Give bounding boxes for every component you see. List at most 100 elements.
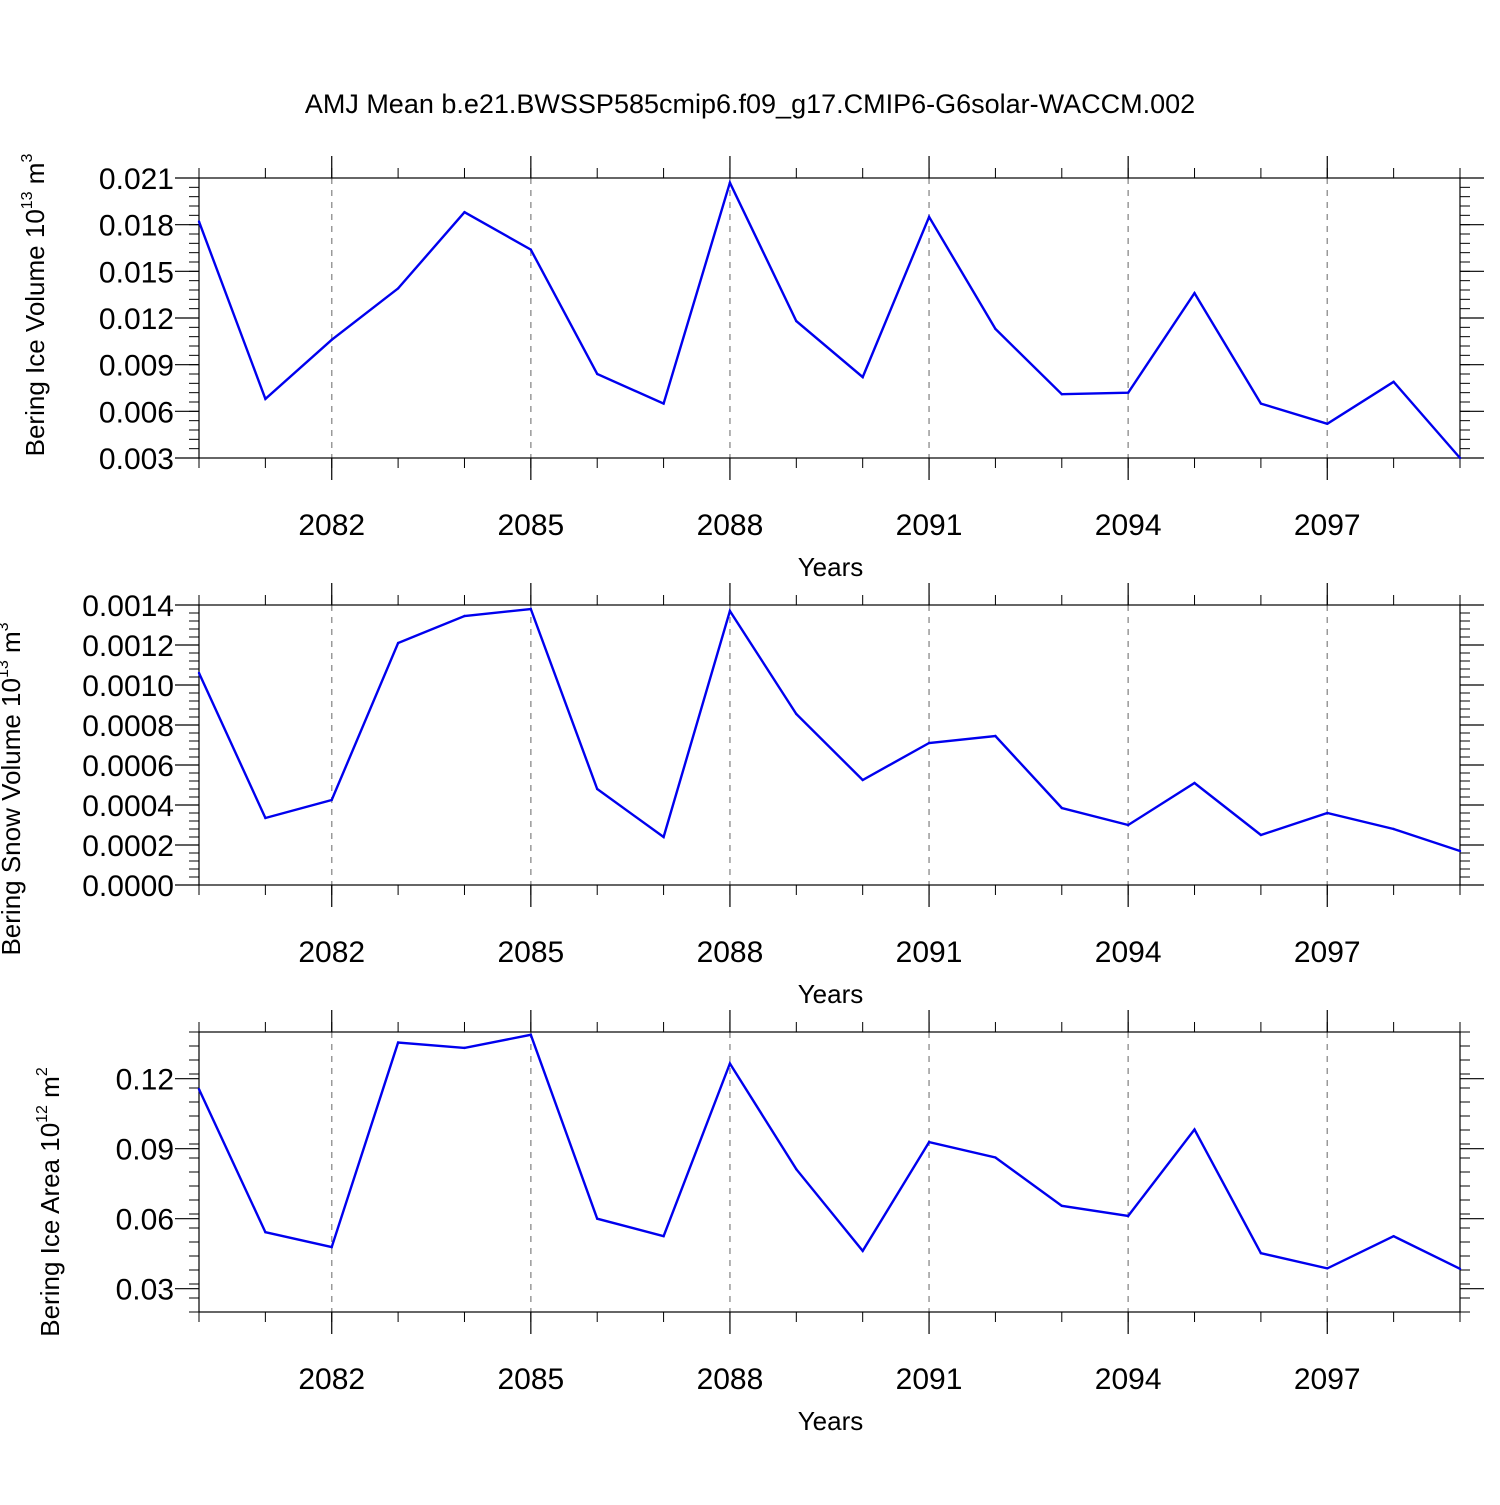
data-point	[1458, 456, 1462, 460]
data-point	[1126, 1214, 1130, 1218]
plot-frame	[198, 177, 1461, 459]
x-axis-title: Years	[798, 979, 864, 1009]
data-point	[1326, 811, 1329, 815]
data-point	[1126, 823, 1130, 827]
x-tick-label: 2097	[1294, 1363, 1361, 1396]
data-point	[463, 614, 466, 618]
y-axis-title-exponent: 13	[0, 660, 12, 678]
y-axis-title-text: Bering Ice Area 10	[35, 1123, 65, 1337]
data-point	[596, 787, 599, 791]
data-point	[330, 338, 333, 341]
data-point	[197, 671, 201, 675]
y-tick-label: 0.0004	[82, 790, 174, 823]
data-point	[662, 1234, 665, 1238]
y-tick-label: 0.12	[116, 1064, 174, 1097]
x-tick-label: 2097	[1294, 509, 1361, 542]
data-point	[662, 402, 665, 405]
data-point	[197, 1087, 201, 1091]
data-point	[1193, 291, 1196, 295]
data-point	[861, 375, 864, 379]
y-tick-label: 0.0010	[82, 670, 174, 703]
panel-2: 2082 2085 2088 2091 2094 2097 0.0000 0.0002 0.00…	[0, 583, 1484, 1009]
y-tick-label: 0.0006	[82, 750, 174, 783]
data-point	[396, 287, 400, 290]
x-tick-label: 2085	[497, 509, 564, 542]
data-point	[1193, 781, 1196, 785]
y-tick-label: 0.06	[116, 1204, 174, 1237]
data-point	[994, 1156, 997, 1159]
y-axis-title: Bering Ice Volume 1013 m3	[19, 154, 50, 457]
x-axis-title: Years	[798, 1406, 864, 1436]
panels: 2082 2085 2088 2091 2094 2097 0.003 0.006 0.009 0…	[0, 154, 1484, 1436]
y-tick-label: 0.015	[99, 256, 174, 289]
x-tick-label: 2094	[1095, 936, 1162, 969]
data-point	[1458, 849, 1462, 853]
y-axis-title-text: Bering Snow Volume 10	[0, 678, 26, 956]
data-point	[1060, 806, 1063, 810]
y-axis-title-unit: m	[20, 163, 50, 192]
x-tick-label: 2091	[896, 1363, 963, 1396]
data-point	[463, 1046, 466, 1050]
data-point	[596, 372, 599, 376]
y-tick-label: 0.03	[116, 1274, 174, 1307]
data-point	[1259, 1252, 1263, 1255]
data-point	[994, 734, 997, 738]
x-tick-label: 2082	[298, 509, 365, 542]
panel-3: 2082 2085 2088 2091 2094 2097 0.03 0.06 0.09 0.12…	[34, 1010, 1484, 1436]
data-point	[728, 609, 732, 613]
data-point	[927, 741, 931, 745]
data-point	[994, 327, 997, 331]
data-point	[1326, 1267, 1329, 1270]
x-tick-label: 2088	[697, 509, 764, 542]
series-line	[197, 179, 1461, 459]
data-point	[596, 1217, 599, 1220]
y-tick-label: 0.0002	[82, 830, 174, 863]
data-point	[1060, 393, 1063, 396]
data-point	[1392, 380, 1395, 383]
data-point	[927, 1140, 931, 1144]
data-point	[264, 1231, 267, 1234]
data-point	[861, 778, 864, 782]
data-point	[1392, 827, 1395, 831]
y-axis-title: Bering Snow Volume 1013 m3	[0, 622, 26, 955]
y-tick-label: 0.003	[99, 443, 174, 476]
data-point	[529, 607, 533, 611]
data-point	[330, 798, 333, 802]
y-axis-title-unit-exponent: 3	[19, 154, 36, 163]
data-point	[529, 248, 533, 251]
data-point	[927, 215, 931, 219]
y-tick-label: 0.021	[99, 163, 174, 196]
data-point	[662, 835, 665, 839]
data-point	[330, 1245, 333, 1249]
data-point	[264, 397, 267, 401]
x-tick-label: 2094	[1095, 1363, 1162, 1396]
y-axis-title-exponent: 12	[34, 1105, 51, 1123]
data-point	[1193, 1128, 1196, 1131]
panel-1: 2082 2085 2088 2091 2094 2097 0.003 0.006 0.009 0…	[19, 154, 1484, 582]
x-tick-label: 2097	[1294, 936, 1361, 969]
y-tick-label: 0.09	[116, 1134, 174, 1167]
y-axis-title-unit-exponent: 3	[0, 622, 12, 631]
data-point	[1458, 1267, 1462, 1271]
y-tick-label: 0.009	[99, 350, 174, 383]
figure-title: AMJ Mean b.e21.BWSSP585cmip6.f09_g17.CMI…	[305, 89, 1195, 119]
data-point	[463, 211, 466, 214]
data-point	[795, 712, 798, 716]
data-point	[861, 1249, 864, 1253]
y-axis-title-unit-exponent: 2	[34, 1067, 51, 1076]
plot-frame	[198, 604, 1461, 886]
data-point	[529, 1033, 533, 1037]
y-tick-label: 0.0014	[82, 590, 174, 623]
x-tick-label: 2094	[1095, 509, 1162, 542]
x-tick-label: 2085	[497, 936, 564, 969]
y-tick-label: 0.0012	[82, 630, 174, 663]
data-point	[1392, 1234, 1395, 1238]
data-point	[728, 181, 732, 184]
data-point	[264, 816, 267, 820]
y-tick-label: 0.012	[99, 303, 174, 336]
y-axis-title-text: Bering Ice Volume 10	[20, 209, 50, 456]
data-point	[396, 641, 400, 645]
data-point	[795, 1168, 798, 1171]
